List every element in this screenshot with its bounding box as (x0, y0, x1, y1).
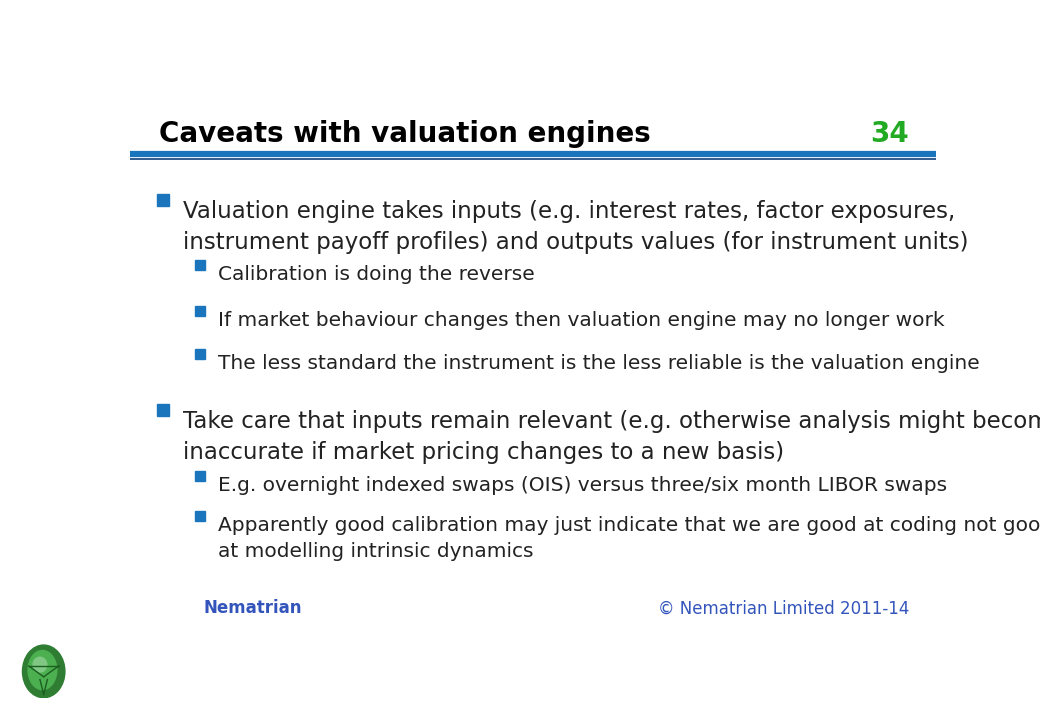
Text: 34: 34 (870, 120, 909, 148)
Ellipse shape (28, 650, 57, 690)
Text: Valuation engine takes inputs (e.g. interest rates, factor exposures,
instrument: Valuation engine takes inputs (e.g. inte… (183, 200, 968, 254)
Text: E.g. overnight indexed swaps (OIS) versus three/six month LIBOR swaps: E.g. overnight indexed swaps (OIS) versu… (218, 476, 947, 495)
Ellipse shape (23, 645, 64, 698)
Text: Caveats with valuation engines: Caveats with valuation engines (159, 120, 651, 148)
Text: The less standard the instrument is the less reliable is the valuation engine: The less standard the instrument is the … (218, 354, 980, 374)
Text: Calibration is doing the reverse: Calibration is doing the reverse (218, 265, 536, 284)
Text: Apparently good calibration may just indicate that we are good at coding not goo: Apparently good calibration may just ind… (218, 516, 1040, 561)
Ellipse shape (33, 657, 47, 672)
Text: Nematrian: Nematrian (204, 600, 303, 618)
Text: Take care that inputs remain relevant (e.g. otherwise analysis might become
inac: Take care that inputs remain relevant (e… (183, 410, 1040, 464)
Text: If market behaviour changes then valuation engine may no longer work: If market behaviour changes then valuati… (218, 311, 945, 330)
Text: © Nematrian Limited 2011-14: © Nematrian Limited 2011-14 (657, 600, 909, 618)
